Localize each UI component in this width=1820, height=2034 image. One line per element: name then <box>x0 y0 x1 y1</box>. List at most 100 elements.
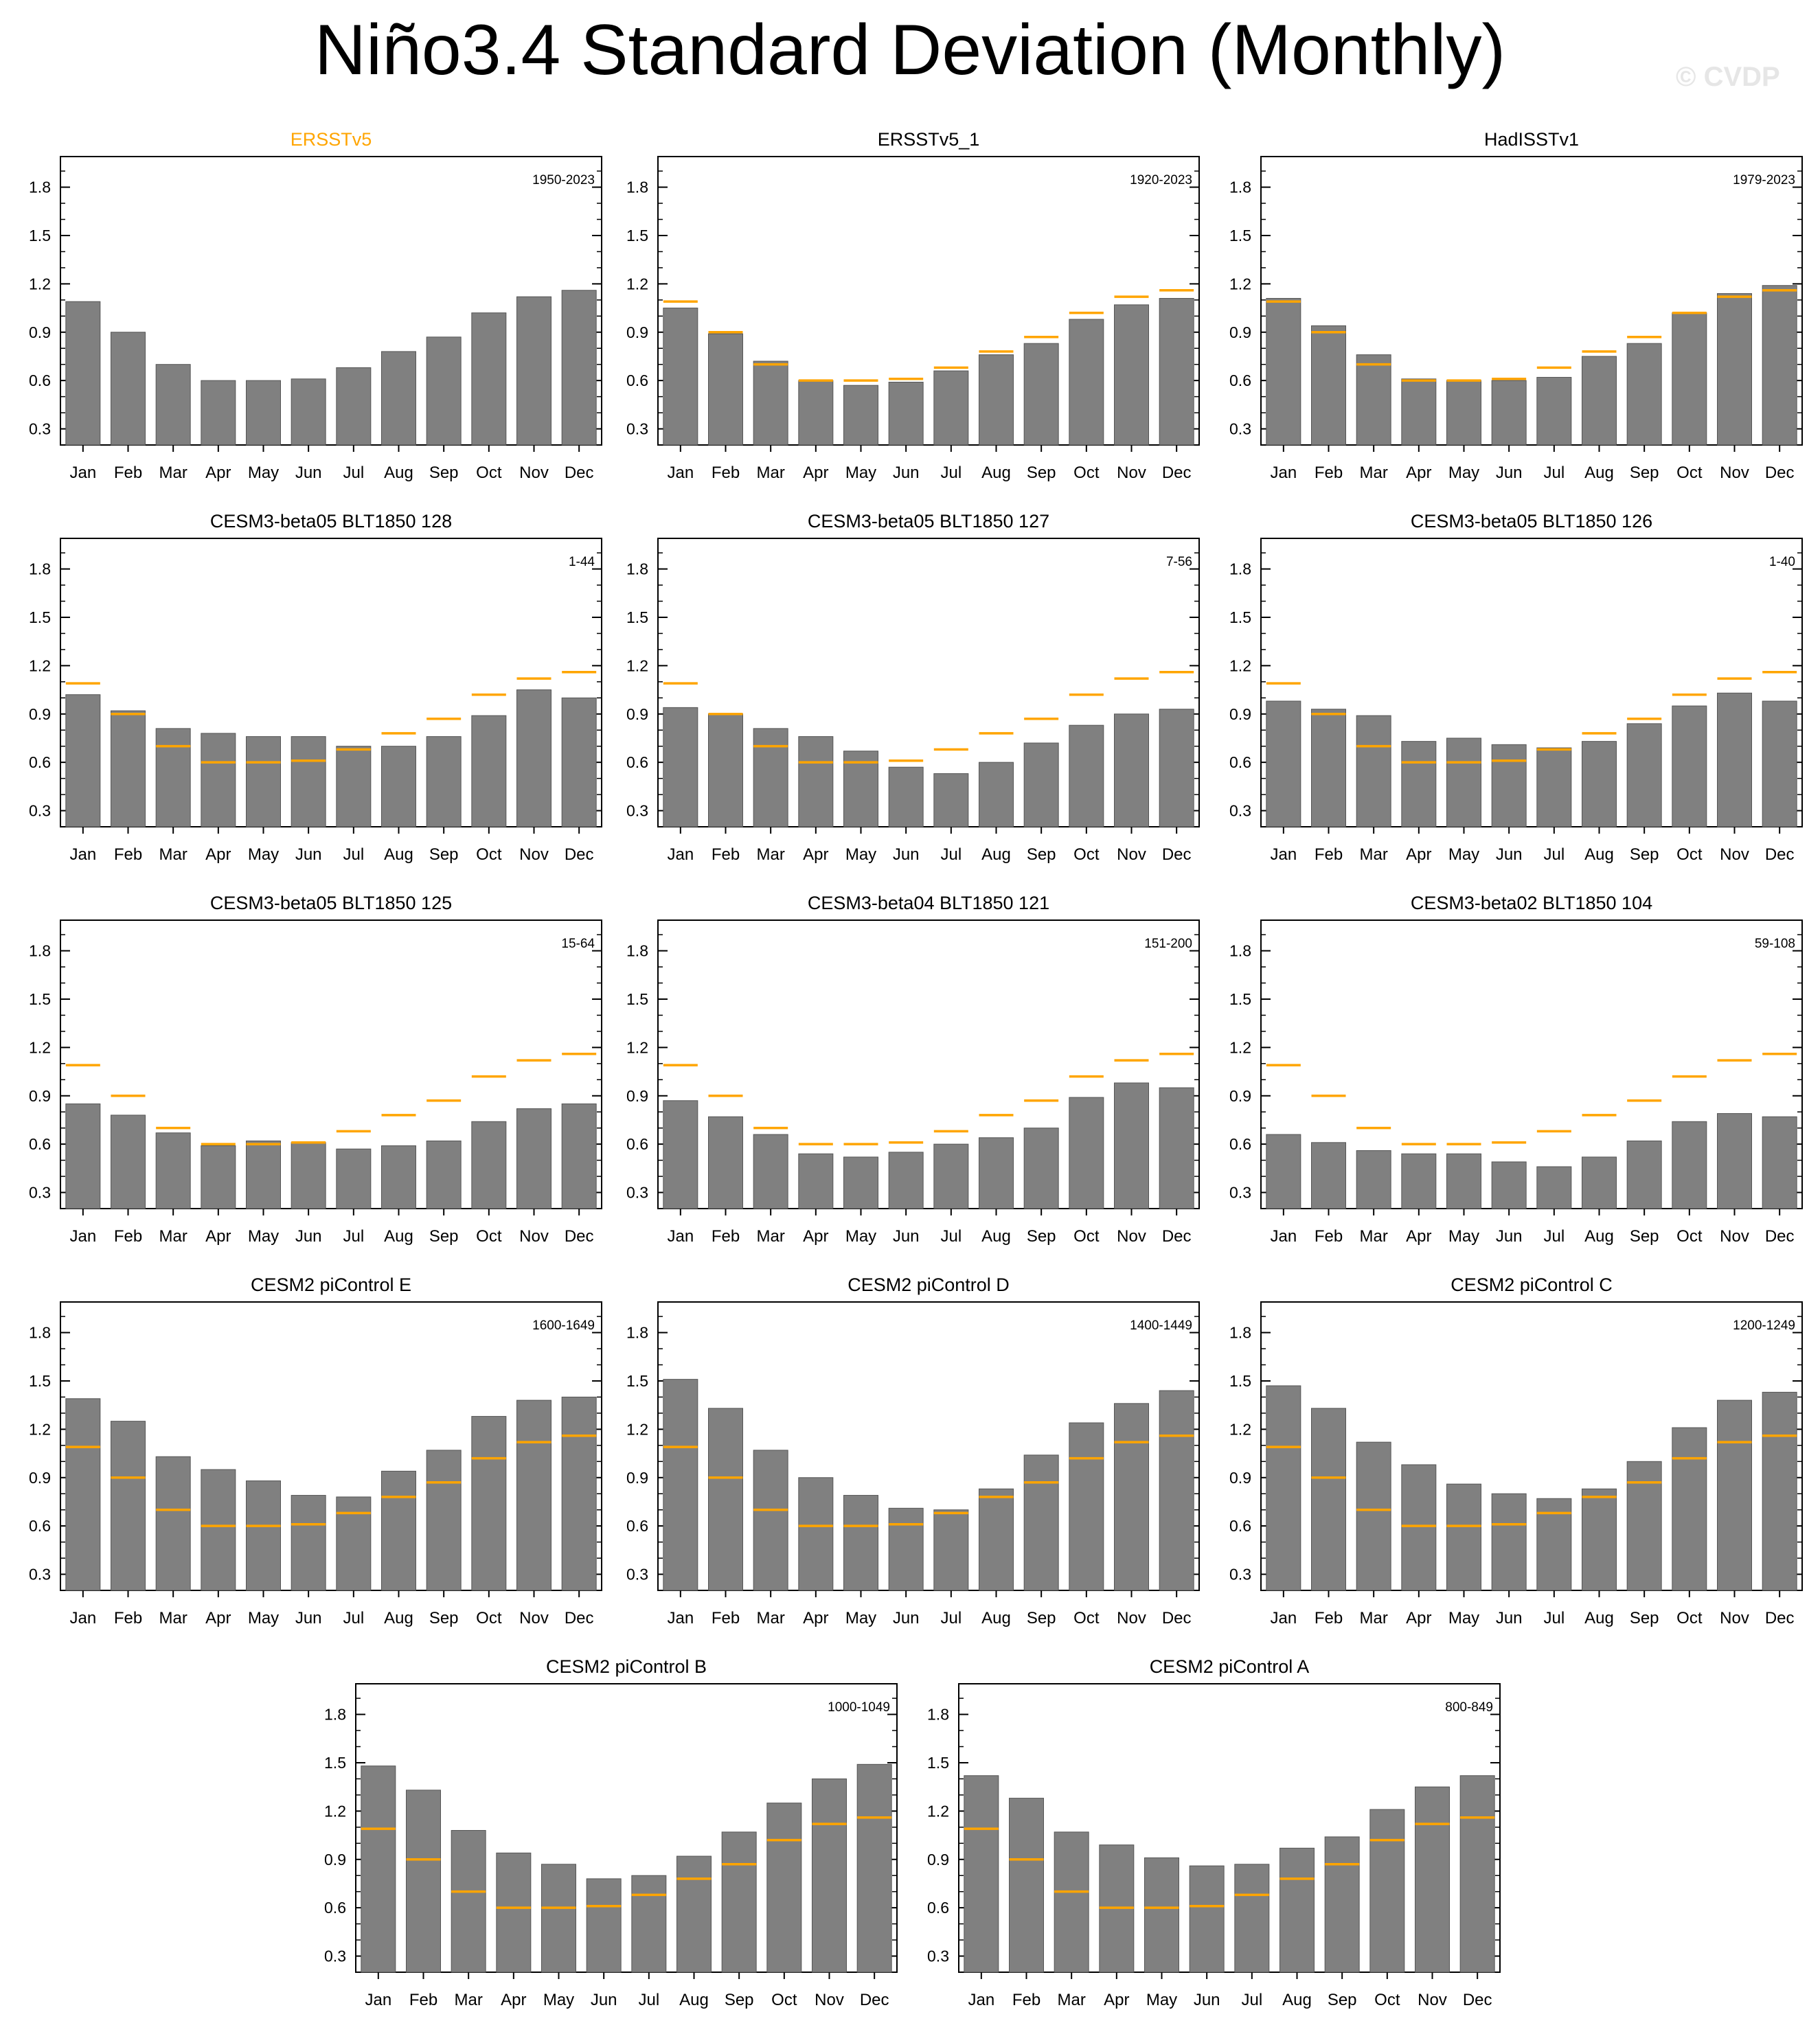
x-tick-label: Nov <box>1720 1227 1749 1246</box>
bar-jan <box>361 1766 396 1973</box>
y-tick-label: 1.5 <box>29 1372 51 1390</box>
y-tick-label: 1.2 <box>1229 1038 1251 1056</box>
bar-sep <box>1626 1461 1662 1591</box>
x-tick-label: May <box>248 845 279 864</box>
bar-jul <box>631 1875 667 1973</box>
bar-aug <box>381 746 416 827</box>
x-tick-label: Mar <box>159 845 187 864</box>
x-tick-label: Feb <box>712 1227 740 1246</box>
y-tick-label: 0.3 <box>29 420 51 438</box>
plot-frame <box>60 1301 602 1591</box>
y-tick-label: 0.3 <box>927 1947 949 1965</box>
y-tick-label: 0.9 <box>626 1087 648 1105</box>
x-tick-label: Apr <box>1406 464 1431 482</box>
x-tick-label: Jan <box>1270 1227 1297 1246</box>
x-tick-label: Apr <box>205 464 231 482</box>
period-label: 1979-2023 <box>1733 173 1795 187</box>
x-tick-label: Jan <box>1270 845 1297 864</box>
panel-title: CESM3-beta05 BLT1850 127 <box>808 511 1049 532</box>
y-tick-label: 1.2 <box>1229 1420 1251 1438</box>
x-tick-label: Apr <box>803 1227 828 1246</box>
x-tick-label: Jan <box>1270 1609 1297 1627</box>
y-tick-label: 0.3 <box>626 802 648 820</box>
bar-may <box>1446 738 1481 827</box>
x-tick-label: Sep <box>725 1991 754 2009</box>
x-tick-label: Jan <box>69 464 96 482</box>
y-tick-label: 1.2 <box>1229 275 1251 293</box>
chart-panel-1: ERSSTv5 1950-2023 0.3 0.6 0.9 1.2 1.5 1.8 Jan Feb… <box>29 129 602 482</box>
x-tick-label: Feb <box>1315 1609 1343 1627</box>
bar-nov <box>516 689 551 827</box>
x-tick-label: Jul <box>1543 464 1565 482</box>
bar-oct <box>1672 312 1707 446</box>
x-tick-label: Sep <box>1630 1227 1659 1246</box>
x-tick-label: Oct <box>1676 1227 1703 1246</box>
panel-title: CESM2 piControl E <box>251 1275 411 1295</box>
x-tick-label: Oct <box>1676 464 1703 482</box>
x-tick-label: Nov <box>1117 1609 1146 1627</box>
x-tick-label: Sep <box>429 464 459 482</box>
x-tick-label: Dec <box>1765 1609 1795 1627</box>
bar-may <box>1446 1153 1481 1209</box>
bar-dec <box>1159 709 1194 827</box>
y-tick-label: 1.2 <box>324 1802 346 1820</box>
bar-oct <box>1672 1121 1707 1209</box>
x-tick-label: Jul <box>343 1227 364 1246</box>
x-tick-label: Feb <box>114 845 142 864</box>
bar-jun <box>888 381 924 446</box>
bar-aug <box>1582 1488 1617 1591</box>
bar-jul <box>1234 1864 1270 1973</box>
x-tick-label: Sep <box>429 1227 459 1246</box>
bar-dec <box>1762 1391 1797 1591</box>
x-tick-label: Jan <box>69 1227 96 1246</box>
bar-sep <box>1626 723 1662 827</box>
bar-aug <box>1582 1156 1617 1209</box>
x-tick-label: Sep <box>1630 845 1659 864</box>
x-tick-label: Nov <box>519 464 549 482</box>
chart-panel-11: CESM2 piControl D 1400-1449 0.3 0.6 0.9 1.2 1.… <box>626 1275 1200 1627</box>
x-tick-label: Feb <box>114 1227 142 1246</box>
x-tick-label: Apr <box>1406 1227 1431 1246</box>
chart-panel-12: CESM2 piControl C 1200-1249 0.3 0.6 0.9 1.2 1.… <box>1229 1275 1803 1627</box>
x-tick-label: Sep <box>1027 1609 1056 1627</box>
period-label: 1400-1449 <box>1130 1318 1192 1333</box>
x-tick-label: Feb <box>712 464 740 482</box>
y-tick-label: 1.5 <box>29 608 51 626</box>
y-tick-label: 0.9 <box>1229 705 1251 723</box>
bar-apr <box>201 1145 236 1209</box>
x-tick-label: Feb <box>712 1609 740 1627</box>
bar-dec <box>856 1763 892 1973</box>
y-tick-label: 1.5 <box>626 1372 648 1390</box>
bar-feb <box>111 1115 146 1209</box>
bar-may <box>246 380 281 446</box>
bar-jan <box>65 301 101 446</box>
x-tick-label: Oct <box>1073 845 1100 864</box>
bar-mar <box>1356 354 1391 446</box>
bar-jul <box>336 367 372 446</box>
x-tick-label: Mar <box>1359 1227 1387 1246</box>
y-tick-label: 0.9 <box>1229 1469 1251 1487</box>
bar-jan <box>1266 297 1301 446</box>
x-tick-label: Mar <box>756 464 784 482</box>
bar-jul <box>1536 747 1572 827</box>
y-tick-label: 1.2 <box>626 1420 648 1438</box>
y-tick-label: 1.8 <box>29 179 51 196</box>
x-tick-label: May <box>1146 1991 1177 2009</box>
x-tick-label: Apr <box>803 845 828 864</box>
y-tick-label: 1.8 <box>1229 942 1251 960</box>
x-tick-label: May <box>845 464 876 482</box>
y-tick-label: 1.5 <box>626 608 648 626</box>
y-tick-label: 0.9 <box>29 1469 51 1487</box>
x-tick-label: Aug <box>1282 1991 1312 2009</box>
x-tick-label: Aug <box>384 464 413 482</box>
bar-jun <box>888 1152 924 1209</box>
x-tick-label: Mar <box>454 1991 482 2009</box>
bar-apr <box>798 736 834 827</box>
x-tick-label: Oct <box>1073 464 1100 482</box>
bar-feb <box>1311 1408 1346 1591</box>
y-tick-label: 0.3 <box>324 1947 346 1965</box>
bar-aug <box>979 354 1014 446</box>
x-tick-label: Jul <box>940 845 962 864</box>
x-tick-label: Apr <box>803 1609 828 1627</box>
y-tick-label: 0.3 <box>1229 1184 1251 1202</box>
